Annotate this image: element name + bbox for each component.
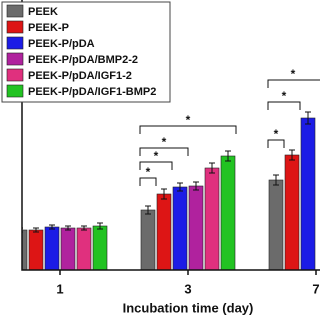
error-bar: [305, 111, 311, 125]
bar: [60, 227, 76, 270]
significance-bracket: [267, 79, 320, 88]
error-bar: [81, 225, 87, 231]
significance-mark: *: [146, 165, 151, 179]
legend-swatch: [6, 4, 24, 18]
error-bar: [209, 162, 215, 174]
legend-label: PEEK-P/pDA/IGF1-2: [28, 70, 132, 82]
bar: [188, 185, 204, 270]
bar: [44, 226, 60, 270]
significance-mark: *: [162, 135, 167, 149]
error-bar: [33, 227, 39, 233]
legend-swatch: [6, 52, 24, 66]
significance-mark: *: [274, 127, 279, 141]
bar: [284, 154, 300, 270]
significance-mark: *: [291, 67, 296, 81]
bar: [140, 209, 156, 270]
error-bar: [193, 181, 199, 191]
error-bar: [145, 205, 151, 215]
legend-frame: [1, 1, 171, 103]
bar: [220, 155, 236, 270]
bar: [300, 117, 316, 270]
bar: [22, 229, 28, 270]
x-axis-title: Incubation time (day): [123, 300, 254, 315]
error-bar: [289, 149, 295, 161]
legend-swatch: [6, 20, 24, 34]
x-tick-label: 7: [312, 281, 319, 296]
legend-label: PEEK-P/pDA: [28, 38, 95, 50]
significance-bracket: [139, 147, 189, 156]
bar: [204, 167, 220, 270]
bar: [172, 186, 188, 270]
significance-mark: *: [154, 149, 159, 163]
bar: [268, 179, 284, 270]
legend-swatch: [6, 68, 24, 82]
error-bar: [97, 222, 103, 230]
significance-bracket: [139, 125, 237, 134]
error-bar: [177, 182, 183, 192]
legend-label: PEEK-P/pDA/BMP2-2: [28, 54, 138, 66]
error-bar: [225, 150, 231, 162]
error-bar: [161, 188, 167, 200]
significance-bracket: [267, 139, 285, 148]
legend-label: PEEK: [28, 6, 58, 18]
legend-swatch: [6, 36, 24, 50]
error-bar: [49, 224, 55, 230]
significance-bracket: [139, 177, 157, 186]
error-bar: [65, 225, 71, 231]
bar: [76, 227, 92, 270]
x-tick-label: 3: [184, 281, 191, 296]
legend: PEEK PEEK-P PEEK-P/pDA PEEK-P/pDA/BMP2-2 PEE…: [1, 1, 171, 103]
bar: [28, 229, 44, 270]
significance-mark: *: [282, 89, 287, 103]
error-bar: [273, 174, 279, 186]
bar: [156, 193, 172, 270]
legend-label: PEEK-P: [28, 22, 69, 34]
significance-mark: *: [186, 113, 191, 127]
legend-label: PEEK-P/pDA/IGF1-BMP2: [28, 86, 156, 98]
legend-swatch: [6, 84, 24, 98]
significance-bracket: [139, 161, 173, 170]
bar: [92, 225, 108, 270]
significance-bracket: [267, 101, 301, 110]
x-tick-label: 1: [56, 281, 63, 296]
